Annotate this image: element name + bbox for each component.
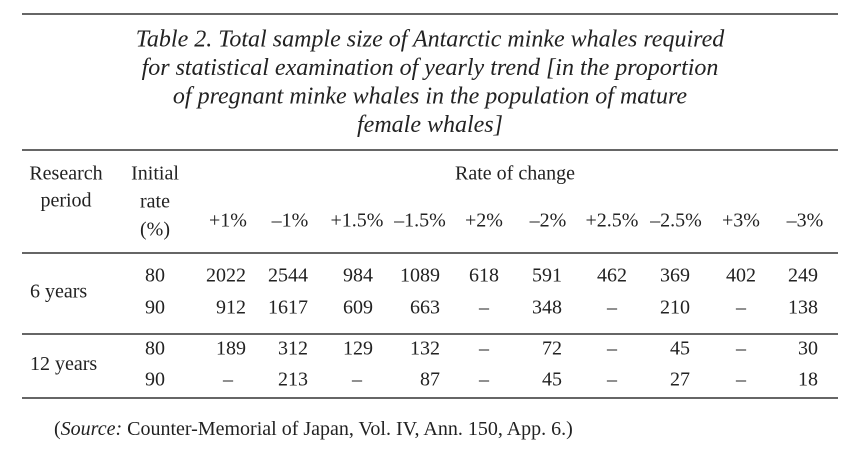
title-line: Table 2. Total sample size of Antarctic … [136,27,725,53]
value-cell: 45 [542,369,562,391]
value-cell: 312 [278,338,308,360]
value-cell: – [478,338,490,360]
value-cell: 2022 [206,265,246,287]
value-cell: – [735,297,747,319]
column-header: –2.5% [649,210,702,232]
value-cell: 189 [216,338,246,360]
value-cell: 348 [532,297,562,319]
column-header: +2% [465,210,503,232]
group-header: Rate of change [455,163,575,185]
source-open: ( [54,418,61,440]
period-label: 6 years [30,281,87,303]
value-cell: 129 [343,338,373,360]
value-cell: – [351,369,363,391]
title-line: female whales] [357,112,503,138]
value-cell: 1089 [400,265,440,287]
value-cell: 138 [788,297,818,319]
value-cell: 402 [726,265,756,287]
value-cell: 213 [278,369,308,391]
value-cell: 663 [410,297,440,319]
column-header: –1% [271,210,309,232]
value-cell: – [606,338,618,360]
value-cell: 1617 [268,297,308,319]
rate-cell: 90 [145,369,165,391]
value-cell: 27 [670,369,690,391]
value-cell: – [222,369,234,391]
column-header: –3% [786,210,824,232]
period-label: 12 years [30,353,97,375]
rate-cell: 80 [145,338,165,360]
title-line: for statistical examination of yearly tr… [142,55,719,81]
title-line: of pregnant minke whales in the populati… [173,84,688,110]
value-cell: 132 [410,338,440,360]
source-text: Counter-Memorial of Japan, Vol. IV, Ann.… [122,418,573,440]
value-cell: – [735,338,747,360]
value-cell: 45 [670,338,690,360]
value-cell: 462 [597,265,627,287]
value-cell: 249 [788,265,818,287]
column-header: +1% [209,210,247,232]
rate-header: Initial [131,163,179,185]
value-cell: 2544 [268,265,308,287]
column-header: –1.5% [393,210,446,232]
value-cell: 210 [660,297,690,319]
value-cell: 72 [542,338,562,360]
rate-cell: 90 [145,297,165,319]
value-cell: 18 [798,369,818,391]
value-cell: 30 [798,338,818,360]
value-cell: – [478,369,490,391]
value-cell: 609 [343,297,373,319]
source-label: Source: [61,418,122,440]
value-cell: 369 [660,265,690,287]
value-cell: – [735,369,747,391]
value-cell: 591 [532,265,562,287]
rate-header: rate [140,191,170,213]
column-header: –2% [529,210,567,232]
value-cell: 912 [216,297,246,319]
rate-cell: 80 [145,265,165,287]
period-header: period [40,190,91,212]
source: (Source: Counter-Memorial of Japan, Vol.… [54,418,573,440]
value-cell: 618 [469,265,499,287]
column-header: +1.5% [331,210,384,232]
value-cell: – [606,369,618,391]
value-cell: 87 [420,369,440,391]
rate-header: (%) [140,219,170,241]
value-cell: – [606,297,618,319]
period-header: Research [29,163,102,185]
column-header: +2.5% [586,210,639,232]
value-cell: – [478,297,490,319]
column-header: +3% [722,210,760,232]
value-cell: 984 [343,265,373,287]
